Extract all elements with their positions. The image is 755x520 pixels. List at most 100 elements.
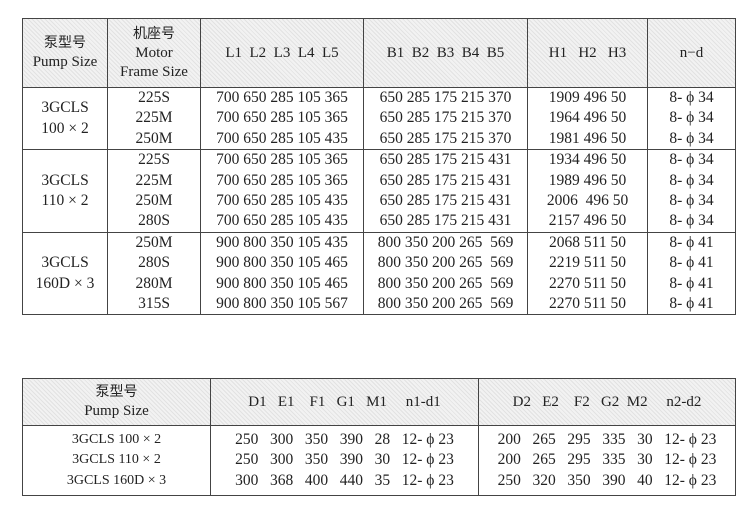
- pump-size-en: Pump Size: [84, 403, 149, 419]
- outlet-value: 200 265 295 335 30 12- ϕ 23: [497, 451, 717, 469]
- h-value: 1934 496 50: [548, 151, 627, 169]
- h-value: 2068 511 50: [549, 233, 626, 251]
- nd-cell: 8- ϕ 34 8- ϕ 34 8- ϕ 34: [647, 86, 736, 151]
- h-value: 2219 511 50: [549, 254, 626, 272]
- l-value: 700 650 285 105 435: [216, 212, 348, 230]
- pump-value: 3GCLS 110 × 2: [72, 452, 161, 468]
- table-row-group: 3GCLS 160D × 3 250M 280S 280M 315S 900 800 350…: [22, 231, 736, 316]
- nd-value: 8- ϕ 34: [669, 89, 714, 106]
- header-h: H1 H2 H3: [527, 18, 648, 88]
- l-value: 700 650 285 105 435: [216, 192, 348, 210]
- inlet-cell: 250 300 350 390 28 12- ϕ 23 250 300 350 3…: [210, 424, 479, 497]
- header-inlet: D1 E1 F1 G1 M1 n1-d1: [210, 378, 479, 426]
- inlet-value: 300 368 400 440 35 12- ϕ 23: [235, 471, 454, 489]
- h-value: 1989 496 50: [548, 171, 627, 189]
- header-motor: 机座号 Motor Frame Size: [107, 18, 201, 88]
- motor-value: 280S: [138, 254, 170, 272]
- header-pump-size: 泵型号 Pump Size: [22, 18, 108, 88]
- header-pump-size: 泵型号 Pump Size: [22, 378, 211, 426]
- nd-value: 8- ϕ 34: [669, 151, 714, 169]
- frame-size-en: Frame Size: [120, 63, 188, 80]
- b-value: 650 285 175 215 431: [379, 192, 512, 210]
- b-value: 800 350 200 265 569: [377, 295, 514, 313]
- header-row: 泵型号 Pump Size 机座号 Motor Frame Size L1 L2 L3…: [22, 18, 736, 88]
- header-row: 泵型号 Pump Size D1 E1 F1 G1 M1 n1-d1 D2 E2 …: [22, 378, 736, 426]
- l-value: 900 800 350 105 435: [216, 233, 348, 251]
- nd-cell: 8- ϕ 34 8- ϕ 34 8- ϕ 34 8- ϕ 34: [647, 149, 736, 233]
- l-value: 900 800 350 105 567: [216, 295, 348, 313]
- b-value: 650 285 175 215 370: [379, 129, 512, 147]
- motor-value: 250M: [135, 233, 173, 251]
- motor-value: 225S: [138, 89, 170, 106]
- motor-cell: 250M 280S 280M 315S: [107, 231, 201, 316]
- motor-cell: 225S 225M 250M: [107, 86, 201, 151]
- b-value: 650 285 175 215 431: [379, 171, 512, 189]
- pump-size-cn: 泵型号: [95, 384, 138, 400]
- motor-value: 280M: [135, 274, 173, 292]
- l-value: 700 650 285 105 365: [216, 171, 348, 189]
- pump-model: 3GCLS: [41, 254, 89, 272]
- nd-value: 8- ϕ 34: [669, 109, 714, 127]
- b-cell: 650 285 175 215 370 650 285 175 215 370 65…: [363, 86, 528, 151]
- header-outlet: D2 E2 F2 G2 M2 n2-d2: [478, 378, 736, 426]
- b-value: 650 285 175 215 370: [379, 109, 512, 127]
- h-value: 2270 511 50: [549, 274, 626, 292]
- header-l: L1 L2 L3 L4 L5: [200, 18, 364, 88]
- b-cell: 800 350 200 265 569 800 350 200 265 569 80…: [363, 231, 528, 316]
- nd-value: 8- ϕ 41: [669, 295, 714, 313]
- l-cell: 700 650 285 105 365 700 650 285 105 365 70…: [200, 149, 364, 233]
- pump-size-cell: 3GCLS 160D × 3: [22, 231, 108, 316]
- flange-table: 泵型号 Pump Size D1 E1 F1 G1 M1 n1-d1 D2 E2 …: [22, 378, 736, 497]
- nd-value: 8- ϕ 34: [669, 129, 714, 147]
- l-value: 900 800 350 105 465: [216, 274, 348, 292]
- nd-value: 8- ϕ 34: [669, 212, 714, 230]
- h-cell: 2068 511 50 2219 511 50 2270 511 50 2270 51…: [527, 231, 648, 316]
- outlet-value: 250 320 350 390 40 12- ϕ 23: [497, 471, 717, 489]
- pump-size-cn: 泵型号: [44, 35, 86, 51]
- b-value: 650 285 175 215 370: [379, 89, 512, 106]
- pump-stage: 160D × 3: [35, 274, 95, 292]
- b-value: 800 350 200 265 569: [377, 254, 514, 272]
- h-value: 1981 496 50: [548, 129, 627, 147]
- dimensions-table: 泵型号 Pump Size 机座号 Motor Frame Size L1 L2 L3…: [22, 18, 736, 316]
- b-cell: 650 285 175 215 431 650 285 175 215 431 65…: [363, 149, 528, 233]
- h-value: 2006 496 50: [546, 192, 629, 210]
- motor-value: 225M: [135, 171, 173, 189]
- l-value: 700 650 285 105 365: [216, 89, 348, 106]
- b-value: 650 285 175 215 431: [379, 212, 512, 230]
- l-value: 700 650 285 105 435: [216, 129, 348, 147]
- motor-cell: 225S 225M 250M 280S: [107, 149, 201, 233]
- pump-stage: 110 × 2: [41, 192, 89, 210]
- motor-value: 280S: [138, 212, 170, 230]
- nd-value: 8- ϕ 41: [669, 254, 714, 272]
- h-value: 2157 496 50: [548, 212, 627, 230]
- h-value: 1909 496 50: [548, 89, 627, 106]
- pump-model: 3GCLS: [41, 171, 89, 189]
- b-value: 800 350 200 265 569: [377, 274, 514, 292]
- pump-value: 3GCLS 160D × 3: [66, 472, 167, 488]
- motor-cn: 机座号: [133, 25, 175, 42]
- l-cell: 900 800 350 105 435 900 800 350 105 465 90…: [200, 231, 364, 316]
- pump-size-cell: 3GCLS 100 × 2: [22, 86, 108, 151]
- nd-cell: 8- ϕ 41 8- ϕ 41 8- ϕ 41 8- ϕ 41: [647, 231, 736, 316]
- pump-stage: 100 × 2: [41, 119, 89, 137]
- l-cell: 700 650 285 105 365 700 650 285 105 365 70…: [200, 86, 364, 151]
- header-b: B1 B2 B3 B4 B5: [363, 18, 528, 88]
- h-cell: 1909 496 50 1964 496 50 1981 496 50: [527, 86, 648, 151]
- table-row-group: 3GCLS 110 × 2 225S 225M 250M 280S 700 650 285 …: [22, 149, 736, 233]
- inlet-value: 250 300 350 390 28 12- ϕ 23: [235, 431, 454, 448]
- motor-value: 250M: [135, 129, 173, 147]
- l-value: 900 800 350 105 465: [216, 254, 348, 272]
- motor-value: 225M: [135, 109, 173, 127]
- motor-value: 225S: [138, 151, 170, 169]
- table-row-group: 3GCLS 100 × 2 225S 225M 250M 700 650 285 105 …: [22, 86, 736, 151]
- motor-en: Motor: [135, 44, 173, 61]
- nd-value: 8- ϕ 41: [669, 233, 714, 251]
- nd-value: 8- ϕ 34: [669, 192, 714, 210]
- pump-size-cell: 3GCLS 110 × 2: [22, 149, 108, 233]
- header-nd: n−d: [647, 18, 736, 88]
- l-value: 700 650 285 105 365: [216, 109, 348, 127]
- motor-value: 250M: [135, 192, 173, 210]
- outlet-cell: 200 265 295 335 30 12- ϕ 23 200 265 295 3…: [478, 424, 736, 497]
- h-value: 2270 511 50: [549, 295, 626, 313]
